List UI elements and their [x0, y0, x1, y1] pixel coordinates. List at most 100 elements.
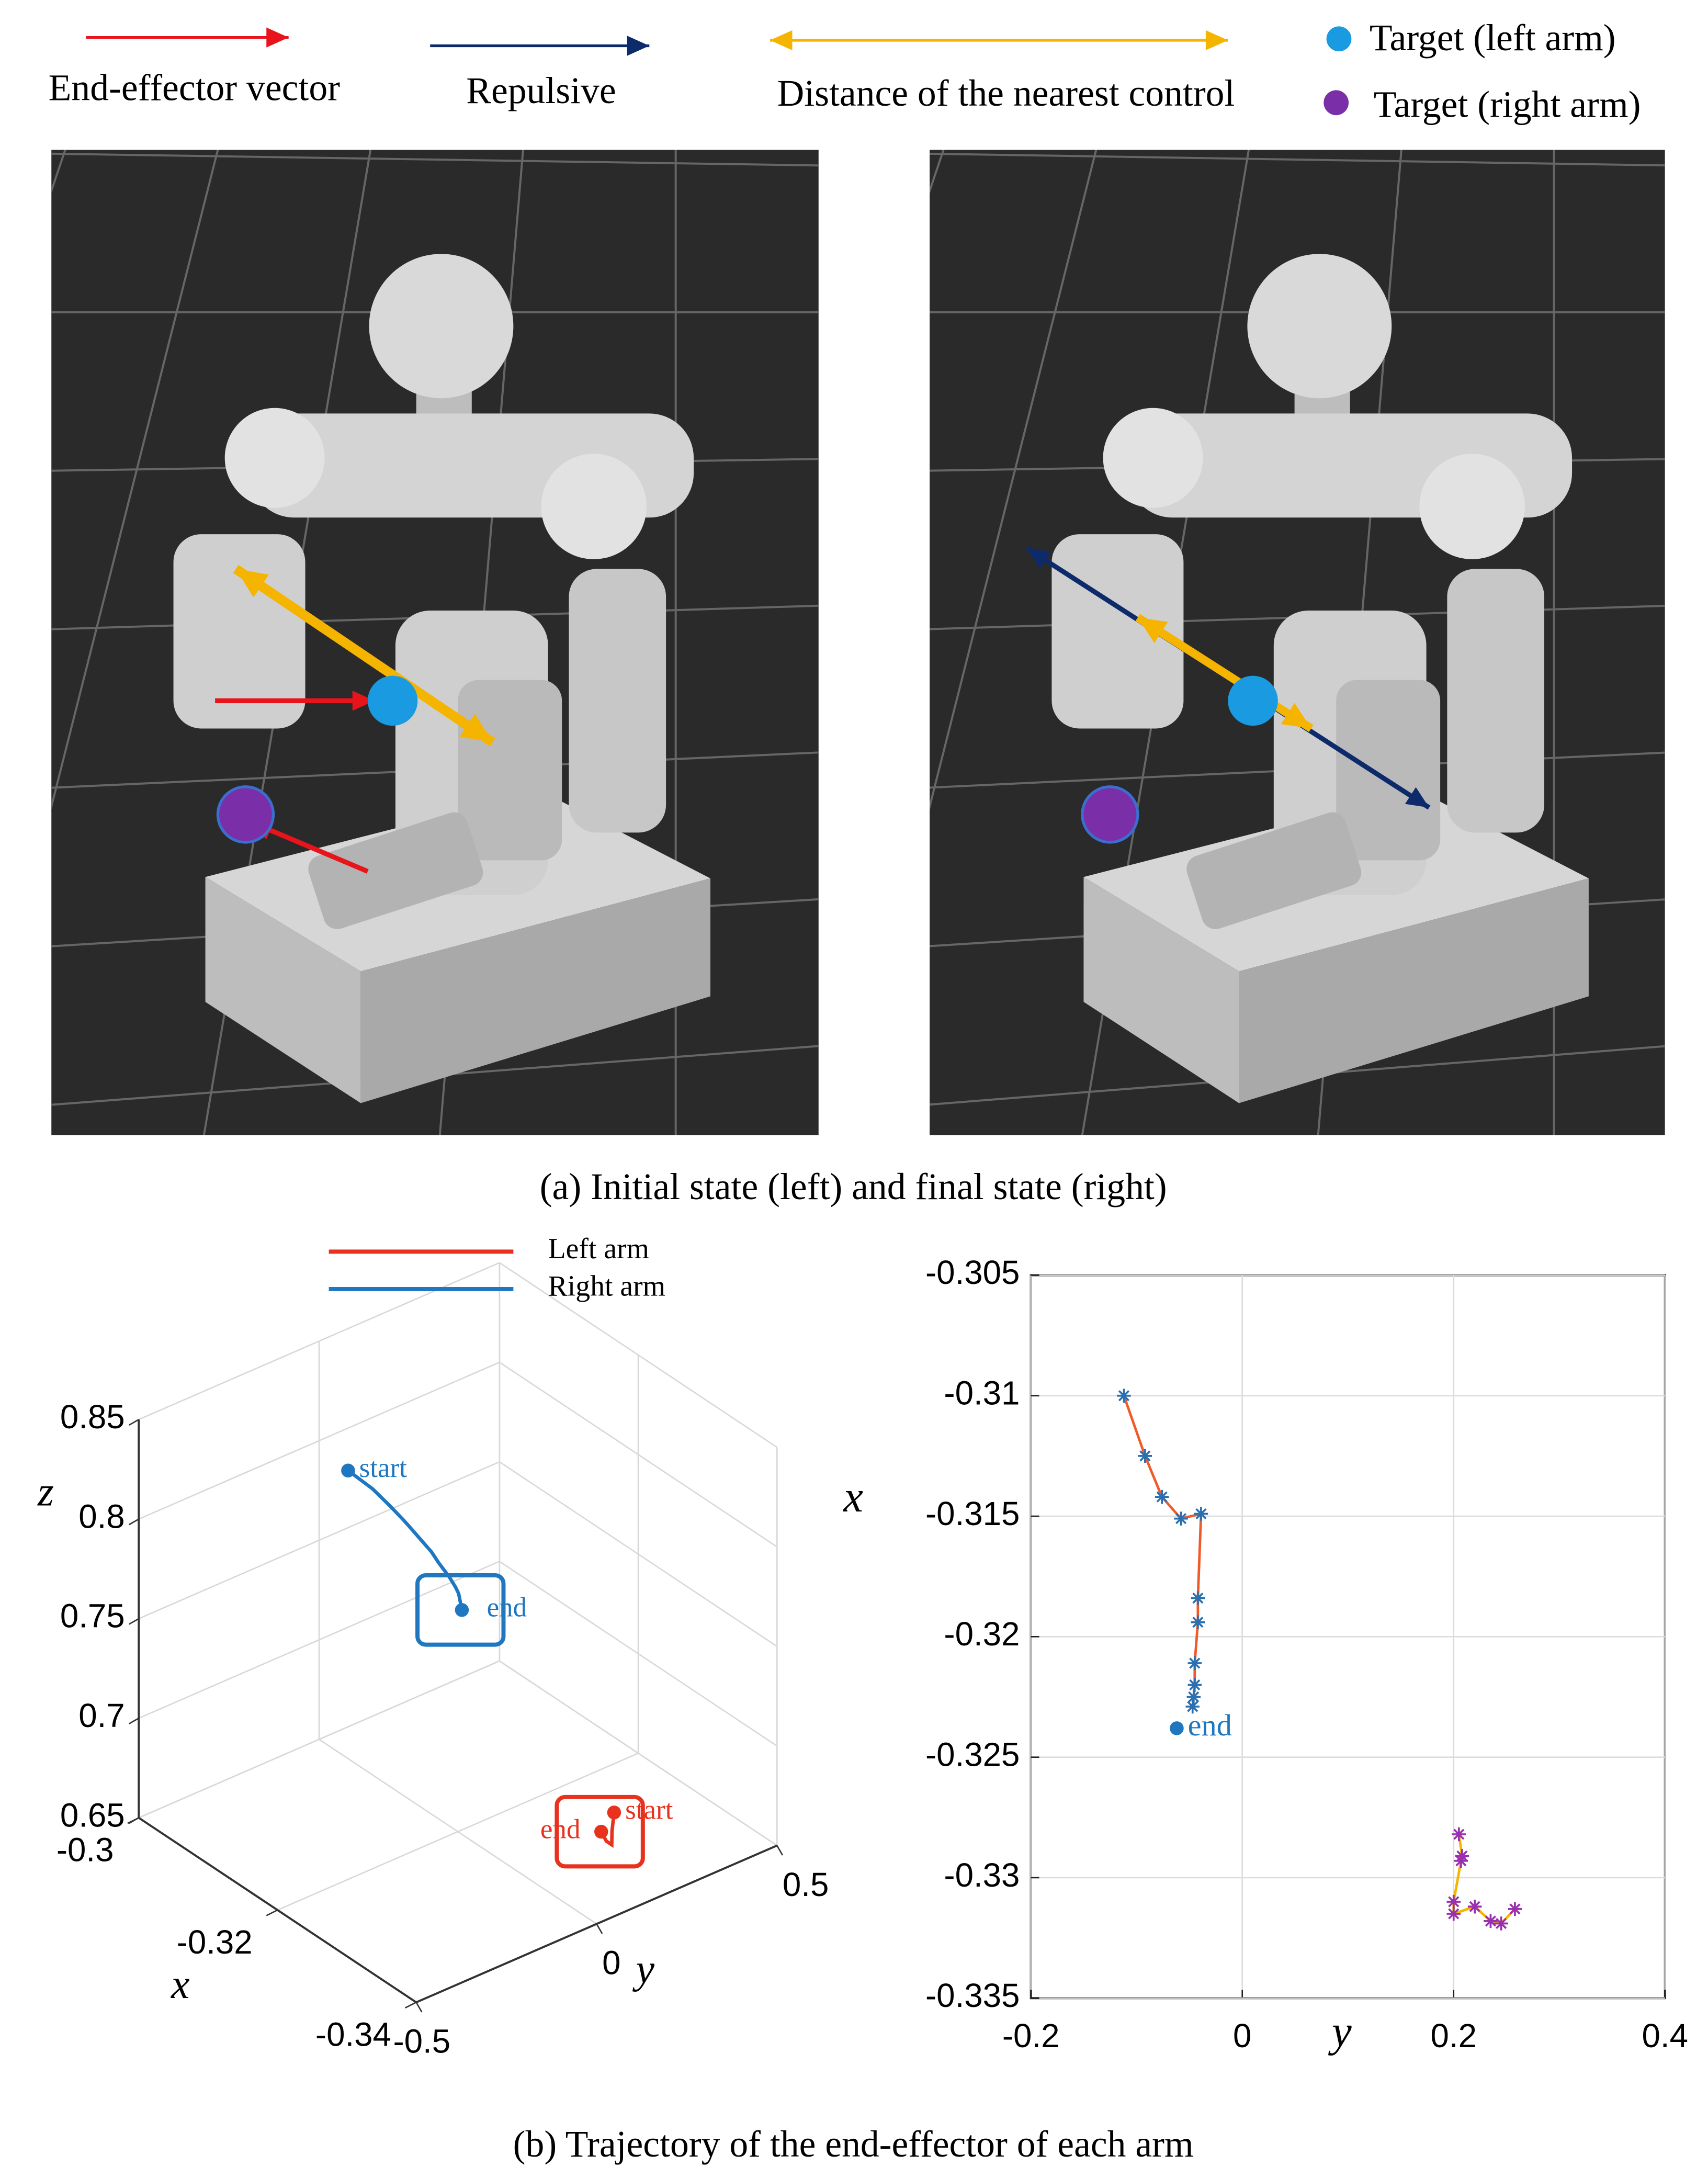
start-point	[341, 1463, 355, 1478]
robot-head	[1247, 254, 1392, 399]
z-tick-label: 0.75	[60, 1598, 125, 1635]
legend-dot	[1324, 90, 1349, 116]
arrow-head	[459, 714, 493, 742]
x-tick-label: 0	[1233, 2017, 1251, 2055]
arrow-shaft	[233, 565, 495, 747]
robot-arm	[1336, 680, 1441, 861]
star-marker	[1191, 1591, 1205, 1605]
x-tick-label: 0.2	[1430, 2017, 1476, 2055]
target-left	[1228, 675, 1278, 726]
robot-hand	[308, 812, 483, 929]
scene	[930, 150, 1665, 1135]
end-label: end	[540, 1814, 581, 1844]
y-tick-label: -0.32	[944, 1616, 1020, 1653]
star-marker	[1117, 1389, 1131, 1403]
end-point	[455, 1603, 469, 1617]
x-tick-label: -0.32	[177, 1924, 253, 1961]
box-side	[1239, 878, 1589, 1103]
start-point	[607, 1805, 621, 1820]
y-tick-label: -0.5	[393, 2023, 450, 2060]
floor-line	[828, 150, 911, 1135]
robot-head	[369, 254, 514, 399]
tick-mark	[129, 1718, 139, 1724]
z-tick-label: 0.7	[78, 1697, 125, 1734]
z-axis-label: z	[37, 1469, 54, 1515]
target-right	[1081, 785, 1139, 844]
star-marker	[1494, 1916, 1508, 1931]
tick-mark	[129, 1618, 139, 1625]
end-point	[594, 1824, 608, 1839]
star-marker	[1194, 1507, 1208, 1521]
floor-line	[930, 152, 1665, 167]
robot-arm	[1447, 569, 1545, 833]
arrow-head	[1205, 30, 1228, 51]
end-label: end	[487, 1593, 527, 1623]
arrow-shaft	[1135, 614, 1314, 732]
arrow-head	[1405, 787, 1429, 808]
legend-label: End-effector vector	[49, 67, 340, 108]
star-marker	[1508, 1902, 1522, 1916]
star-marker	[1455, 1849, 1469, 1863]
target-left	[367, 675, 418, 726]
y-tick-label: -0.325	[925, 1736, 1020, 1773]
tick-mark	[596, 1923, 603, 1934]
x-tick-label: 0.4	[1642, 2017, 1688, 2055]
grid-line	[277, 1752, 639, 1911]
legend-dot	[1326, 26, 1352, 52]
tick-mark	[776, 1845, 784, 1856]
star-marker	[1187, 1678, 1202, 1692]
y-axis-label: x	[842, 1472, 863, 1521]
floor-line	[930, 150, 1098, 811]
trajectory	[347, 1469, 464, 1610]
arrow-head	[627, 36, 650, 56]
y-tick-label: -0.31	[944, 1375, 1020, 1412]
y-tick-label: -0.305	[925, 1254, 1020, 1291]
caption: (a) Initial state (left) and final state…	[540, 1166, 1167, 1208]
tick-mark	[266, 1909, 278, 1916]
grid-line	[138, 1660, 500, 1819]
z-tick-label: 0.85	[60, 1398, 125, 1436]
legend-label: Repulsive	[466, 70, 616, 111]
legend-label: Distance of the nearest control	[777, 73, 1235, 114]
legend-label: Right arm	[548, 1270, 665, 1303]
arrow-head	[1281, 703, 1311, 729]
star-marker	[1174, 1511, 1188, 1526]
tick-mark	[129, 1518, 139, 1526]
y-tick-label: -0.33	[944, 1857, 1020, 1894]
start-label: start	[359, 1453, 408, 1483]
robot-arm	[173, 534, 306, 729]
tick-mark	[415, 2002, 423, 2013]
legend-label: Left arm	[548, 1233, 649, 1265]
box-side	[360, 878, 710, 1103]
legend-label: Target (left arm)	[1370, 17, 1616, 59]
star-marker	[1187, 1656, 1202, 1671]
x-tick-label: -0.3	[56, 1832, 114, 1869]
robot-joint	[1103, 408, 1203, 508]
star-marker	[1191, 1615, 1205, 1629]
highlight-box	[415, 1573, 506, 1647]
target-right	[216, 785, 275, 844]
x-tick-label: -0.2	[1002, 2017, 1060, 2055]
y-tick-label: -0.335	[925, 1977, 1020, 2014]
x-axis-label: x	[171, 1961, 189, 2007]
axis-line	[415, 1844, 778, 2004]
z-tick-label: 0.65	[60, 1797, 125, 1834]
robot-arm	[569, 569, 666, 833]
annotation-point	[1170, 1721, 1184, 1735]
y-tick-label: -0.315	[925, 1495, 1020, 1532]
start-label: start	[625, 1795, 673, 1825]
arrow-head	[352, 691, 375, 711]
y-tick-label: 0.5	[783, 1866, 829, 1903]
robot-joint	[1419, 454, 1525, 559]
floor-line	[51, 152, 819, 167]
star-marker	[1446, 1906, 1461, 1921]
scene	[51, 150, 911, 1135]
star-marker	[1186, 1690, 1201, 1704]
highlight-box	[555, 1795, 645, 1869]
x-axis-label: y	[1328, 2006, 1352, 2056]
floor-line	[51, 150, 219, 811]
star-marker	[1446, 1894, 1461, 1909]
robot-joint	[541, 454, 647, 559]
x-tick-label: -0.34	[315, 2016, 391, 2053]
